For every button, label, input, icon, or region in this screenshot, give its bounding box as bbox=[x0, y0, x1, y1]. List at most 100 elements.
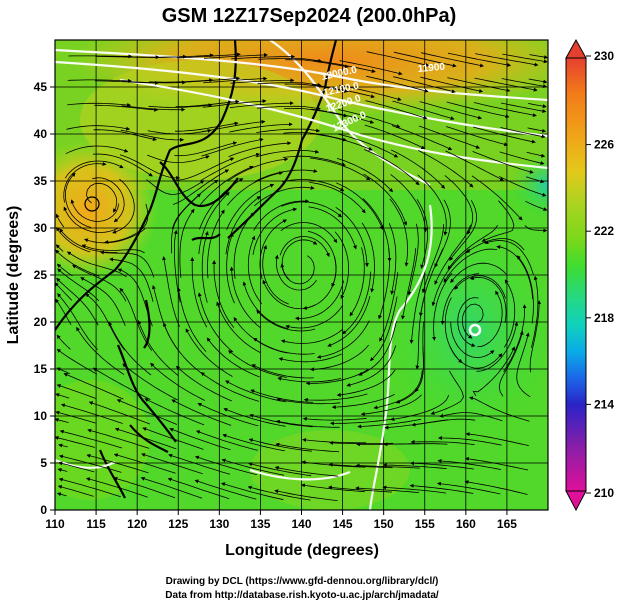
streamline bbox=[55, 410, 96, 424]
streamline bbox=[202, 99, 267, 108]
streamline bbox=[391, 125, 453, 151]
streamline bbox=[109, 257, 154, 302]
streamline bbox=[331, 394, 395, 410]
streamline bbox=[499, 151, 545, 165]
streamline bbox=[310, 344, 369, 372]
streamline bbox=[206, 337, 260, 378]
streamline bbox=[116, 399, 178, 425]
streamline bbox=[66, 251, 127, 278]
streamline bbox=[58, 477, 121, 498]
streamline bbox=[226, 232, 235, 304]
streamline bbox=[256, 105, 321, 111]
streamline bbox=[445, 126, 509, 147]
streamline bbox=[481, 200, 515, 242]
streamline bbox=[447, 77, 511, 93]
streamline bbox=[176, 287, 207, 352]
x-tick-label: 155 bbox=[415, 517, 435, 531]
streamline bbox=[86, 453, 149, 474]
streamline bbox=[56, 227, 91, 253]
streamline bbox=[473, 126, 536, 144]
streamline bbox=[60, 403, 123, 424]
streamline bbox=[173, 157, 235, 181]
streamline bbox=[311, 84, 375, 99]
streamline bbox=[221, 458, 285, 476]
streamline bbox=[389, 198, 409, 267]
streamline bbox=[295, 280, 344, 321]
streamline bbox=[469, 276, 507, 323]
streamline bbox=[274, 254, 317, 291]
streamline bbox=[501, 78, 548, 89]
streamline bbox=[201, 137, 264, 157]
streamline bbox=[330, 418, 394, 426]
streamline bbox=[334, 231, 350, 300]
y-tick-label: 5 bbox=[40, 456, 47, 470]
y-tick-label: 45 bbox=[34, 80, 48, 94]
streamline bbox=[448, 52, 512, 67]
streamline bbox=[216, 301, 261, 353]
streamline bbox=[121, 80, 187, 85]
streamline bbox=[175, 121, 239, 132]
y-tick-label: 30 bbox=[34, 221, 48, 235]
streamline bbox=[81, 244, 145, 254]
streamline bbox=[59, 454, 122, 473]
streamline bbox=[366, 75, 429, 93]
streamline bbox=[355, 486, 420, 493]
streamline bbox=[349, 247, 365, 317]
streamline bbox=[440, 273, 480, 325]
streamline bbox=[328, 462, 393, 469]
streamline bbox=[248, 462, 312, 477]
streamline bbox=[163, 322, 206, 377]
x-tick-label: 120 bbox=[127, 517, 147, 531]
streamline bbox=[342, 271, 372, 335]
streamline bbox=[411, 418, 476, 427]
streamline bbox=[336, 158, 394, 193]
streamline bbox=[516, 332, 531, 398]
streamline bbox=[171, 399, 232, 426]
streamline bbox=[249, 413, 313, 428]
streamline bbox=[259, 219, 288, 280]
streamline bbox=[446, 101, 510, 119]
streamline bbox=[64, 160, 124, 179]
streamline bbox=[392, 100, 455, 121]
streamline bbox=[200, 372, 260, 402]
streamline bbox=[80, 277, 126, 326]
streamline bbox=[142, 427, 204, 450]
streamline bbox=[223, 408, 286, 427]
streamline bbox=[447, 224, 499, 270]
streamline bbox=[382, 485, 447, 494]
streamline bbox=[57, 485, 94, 497]
streamline bbox=[58, 461, 95, 473]
streamline bbox=[198, 191, 230, 254]
streamline bbox=[93, 129, 157, 142]
streamline bbox=[147, 128, 212, 135]
streamline bbox=[114, 427, 177, 450]
anticyclone-center bbox=[84, 196, 100, 212]
streamline bbox=[285, 304, 344, 329]
streamline bbox=[475, 53, 539, 67]
streamline bbox=[303, 393, 368, 402]
streamline bbox=[175, 365, 232, 402]
streamline bbox=[355, 463, 420, 469]
streamline bbox=[275, 442, 340, 453]
streamline bbox=[524, 225, 548, 233]
streamline bbox=[55, 393, 70, 399]
streamline bbox=[369, 296, 398, 362]
streamline bbox=[443, 248, 498, 283]
streamline bbox=[175, 99, 240, 108]
streamline bbox=[390, 395, 450, 422]
streamline bbox=[199, 178, 244, 230]
streamline bbox=[86, 182, 118, 213]
streamline bbox=[346, 345, 397, 387]
streamline bbox=[113, 453, 176, 474]
streamline bbox=[117, 268, 153, 327]
streamline bbox=[55, 244, 64, 252]
streamline bbox=[407, 223, 419, 296]
streamline bbox=[498, 330, 524, 397]
streamline bbox=[393, 76, 456, 94]
streamline bbox=[416, 199, 429, 269]
streamline bbox=[449, 200, 478, 261]
streamline bbox=[282, 155, 346, 167]
streamline bbox=[338, 109, 401, 128]
streamline bbox=[76, 326, 125, 375]
x-tick-label: 140 bbox=[291, 517, 311, 531]
